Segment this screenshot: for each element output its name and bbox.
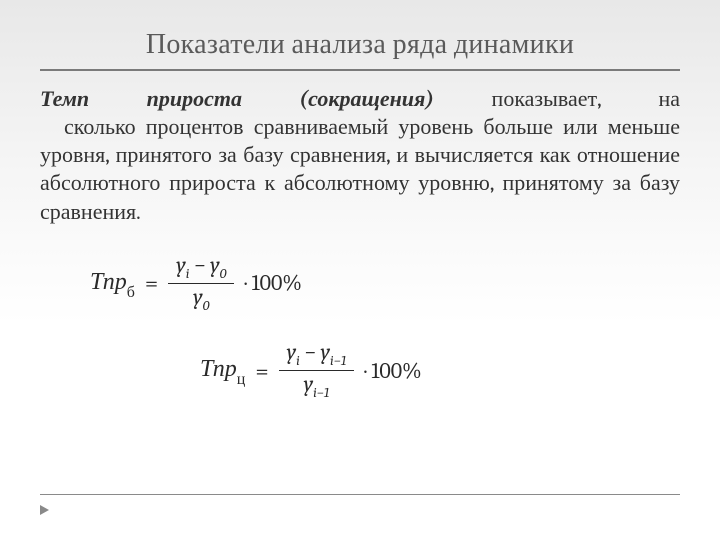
denominator: y0 bbox=[185, 286, 217, 313]
num-y-right-sub: i−1 bbox=[330, 352, 346, 369]
slide-title: Показатели анализа ряда динамики bbox=[40, 28, 680, 71]
numerator: yi − y0 bbox=[168, 254, 234, 281]
lhs-symbol: Тпр bbox=[200, 354, 237, 382]
num-y-left-sub: i bbox=[296, 352, 300, 369]
den-y: y bbox=[304, 371, 313, 397]
formula-base-lhs: Тпрб bbox=[90, 267, 135, 300]
slide-container: Показатели анализа ряда динамики Темп пр… bbox=[0, 0, 720, 448]
mult-100pct: · 100% bbox=[244, 270, 301, 296]
fraction-bar bbox=[279, 370, 355, 371]
lhs-symbol: Тпр bbox=[90, 267, 127, 295]
lead-term: Темп прироста (сокращения) bbox=[40, 86, 434, 112]
den-y-sub: 0 bbox=[203, 297, 210, 314]
minus-sign: − bbox=[305, 339, 316, 365]
formula-chain: Тпрц = yi − yi−1 yi−1 · 100% bbox=[90, 341, 680, 400]
footer-rule bbox=[40, 494, 680, 510]
definition-paragraph: Темп прироста (сокращения) показывает, н… bbox=[40, 85, 680, 226]
minus-sign: − bbox=[194, 252, 205, 278]
formula-block: Тпрб = yi − y0 y0 · 100% Тпрц = bbox=[40, 254, 680, 400]
formula-chain-lhs: Тпрц bbox=[200, 354, 245, 387]
num-y-left-sub: i bbox=[186, 265, 190, 282]
numerator: yi − yi−1 bbox=[279, 341, 355, 368]
formula-base-fraction: yi − y0 y0 bbox=[168, 254, 234, 313]
num-y-right-sub: 0 bbox=[220, 265, 227, 282]
formula-base: Тпрб = yi − y0 y0 · 100% bbox=[90, 254, 680, 313]
lhs-subscript: б bbox=[127, 283, 135, 301]
denominator: yi−1 bbox=[296, 373, 338, 400]
num-y-right: y bbox=[210, 252, 219, 278]
formula-chain-fraction: yi − yi−1 yi−1 bbox=[279, 341, 355, 400]
mult-100pct: · 100% bbox=[364, 358, 421, 384]
den-y-sub: i−1 bbox=[313, 384, 329, 401]
lhs-subscript: ц bbox=[237, 370, 246, 388]
num-y-left: y bbox=[287, 339, 296, 365]
num-y-right: y bbox=[321, 339, 330, 365]
body-text: сколько процентов сравниваемый уровень б… bbox=[40, 114, 680, 224]
den-y: y bbox=[193, 284, 202, 310]
lead-rest: показывает, на bbox=[434, 86, 680, 112]
footer-arrow-icon bbox=[40, 505, 49, 515]
equals-sign: = bbox=[255, 357, 268, 385]
equals-sign: = bbox=[145, 269, 158, 297]
num-y-left: y bbox=[176, 252, 185, 278]
